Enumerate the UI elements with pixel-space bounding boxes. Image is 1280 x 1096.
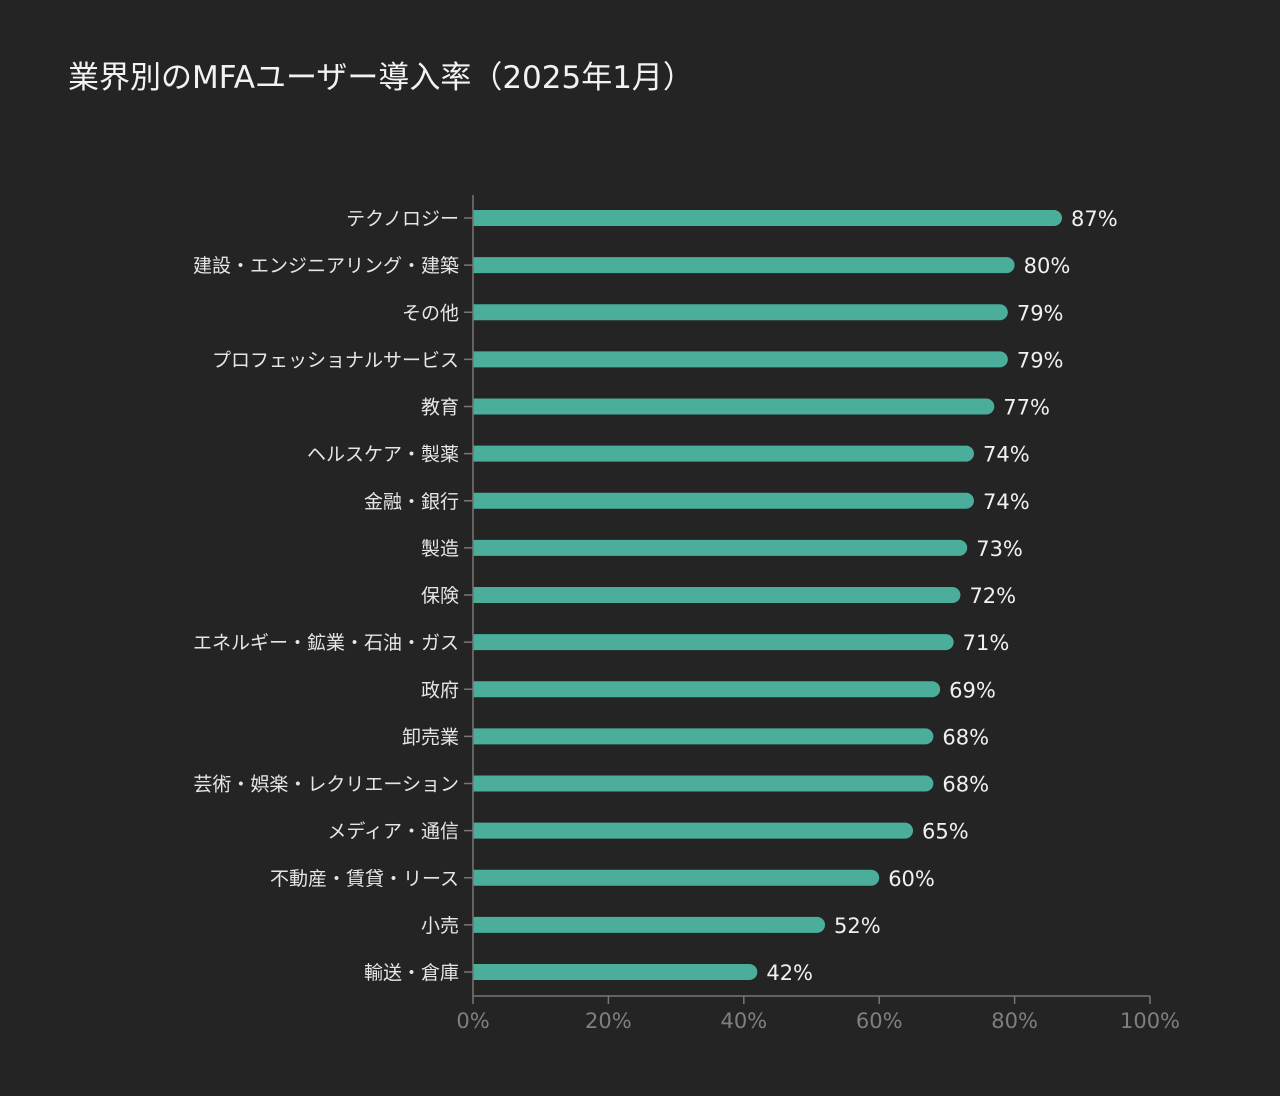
bar: [473, 681, 941, 698]
bar: [473, 398, 995, 415]
bar: [473, 539, 968, 556]
bar: [473, 304, 1008, 321]
data-label: 68%: [942, 773, 989, 797]
category-label: エネルギー・鉱業・石油・ガス: [193, 632, 459, 654]
chart-title: 業界別のMFAユーザー導入率（2025年1月）: [68, 60, 694, 96]
category-label: 小売: [421, 915, 459, 937]
data-label: 72%: [969, 584, 1016, 608]
data-label: 69%: [949, 678, 996, 702]
bar: [473, 210, 1062, 226]
category-label: ヘルスケア・製薬: [307, 444, 459, 466]
data-label: 79%: [1017, 348, 1064, 372]
x-tick-label: 100%: [1120, 1009, 1180, 1033]
bar: [473, 728, 934, 745]
data-label: 74%: [983, 443, 1030, 467]
data-label: 80%: [1024, 254, 1071, 278]
category-label: 芸術・娯楽・レクリエーション: [193, 774, 459, 796]
category-label: 政府: [421, 679, 459, 701]
category-label: 輸送・倉庫: [364, 962, 459, 984]
data-label: 73%: [976, 537, 1023, 561]
x-tick-label: 60%: [856, 1009, 903, 1033]
bar: [473, 351, 1008, 368]
category-label: 建設・エンジニアリング・建築: [193, 255, 459, 277]
category-label: 卸売業: [402, 726, 459, 748]
data-label: 52%: [834, 914, 881, 938]
data-label: 42%: [766, 961, 813, 985]
category-label: メディア・通信: [327, 821, 459, 843]
category-label: 保険: [421, 585, 459, 607]
data-label: 65%: [922, 820, 969, 844]
category-label: 製造: [421, 538, 459, 560]
category-label: テクノロジー: [346, 208, 459, 230]
x-tick-label: 80%: [991, 1009, 1038, 1033]
category-label: プロフェッショナルサービス: [212, 349, 459, 371]
category-label: 金融・銀行: [364, 491, 459, 513]
data-label: 71%: [963, 631, 1010, 655]
data-label: 79%: [1017, 301, 1064, 325]
data-label: 77%: [1003, 396, 1050, 420]
bar: [473, 587, 961, 603]
x-tick-label: 20%: [585, 1009, 632, 1033]
bar: [473, 822, 914, 839]
bar: [473, 964, 758, 980]
data-label: 87%: [1071, 207, 1118, 231]
bar: [473, 445, 974, 462]
bar: [473, 775, 934, 792]
x-tick-label: 0%: [456, 1009, 489, 1033]
bar: [473, 492, 974, 509]
category-label: 教育: [421, 397, 459, 419]
bar: [473, 634, 954, 651]
category-label: その他: [402, 302, 459, 324]
data-label: 60%: [888, 867, 935, 891]
category-label: 不動産・賃貸・リース: [270, 868, 459, 890]
bar: [473, 869, 880, 886]
x-tick-label: 40%: [720, 1009, 767, 1033]
bar: [473, 916, 826, 933]
data-label: 68%: [942, 725, 989, 749]
data-label: 74%: [983, 490, 1030, 514]
bar: [473, 257, 1015, 274]
